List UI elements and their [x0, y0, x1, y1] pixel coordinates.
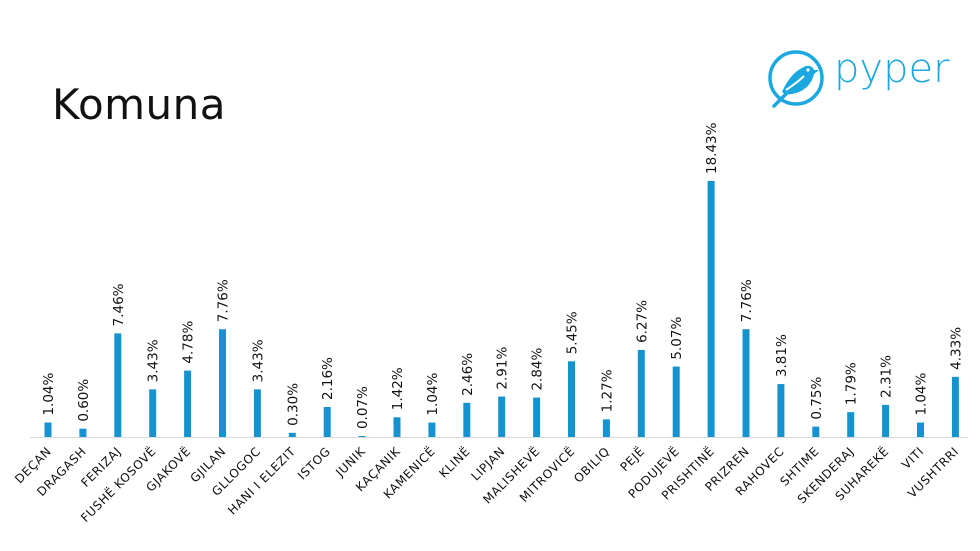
bird-icon	[768, 50, 824, 108]
bar-7	[288, 432, 296, 437]
bar-8	[323, 406, 331, 437]
bar-9	[358, 436, 366, 437]
bar-11	[428, 422, 436, 437]
data-label-6: 3.43%	[250, 339, 266, 382]
bar-2	[114, 333, 122, 437]
data-label-24: 2.31%	[879, 355, 895, 398]
data-label-26: 4.33%	[948, 327, 964, 370]
data-label-22: 0.75%	[809, 377, 825, 420]
category-label-8: ISTOG	[295, 444, 333, 482]
data-label-14: 2.84%	[530, 347, 546, 390]
bar-13	[498, 396, 506, 437]
data-label-23: 1.79%	[844, 362, 860, 405]
bar-26	[951, 376, 959, 437]
logo-text: pyper	[834, 46, 950, 92]
data-label-9: 0.07%	[355, 386, 371, 429]
data-label-20: 7.76%	[739, 279, 755, 322]
bar-6	[253, 389, 261, 437]
bar-15	[568, 361, 575, 437]
bar-23	[847, 412, 855, 437]
bar-12	[463, 402, 471, 437]
bar-16	[602, 419, 610, 437]
data-label-15: 5.45%	[565, 311, 581, 354]
bar-19	[707, 181, 715, 437]
category-label-25: VITI	[899, 444, 927, 472]
data-label-12: 2.46%	[460, 353, 476, 396]
data-label-1: 0.60%	[76, 379, 92, 422]
pyper-logo: pyper	[766, 46, 956, 116]
data-label-19: 18.43%	[704, 122, 720, 174]
data-label-8: 2.16%	[320, 357, 336, 400]
bar-20	[742, 329, 750, 437]
bar-18	[672, 366, 680, 437]
chart-title: Komuna	[52, 80, 227, 129]
bar-10	[393, 417, 401, 437]
data-label-10: 1.42%	[390, 367, 406, 410]
category-label-16: OBILIQ	[571, 444, 612, 485]
data-label-5: 7.76%	[216, 279, 232, 322]
bar-0	[44, 422, 52, 437]
bar-5	[219, 329, 226, 437]
category-label-12: KLINË	[436, 444, 473, 481]
data-label-21: 3.81%	[774, 334, 790, 377]
data-label-0: 1.04%	[41, 372, 57, 415]
bar-14	[533, 397, 541, 437]
category-label-17: PEJË	[617, 444, 648, 475]
data-label-16: 1.27%	[599, 369, 615, 412]
data-label-2: 7.46%	[111, 283, 127, 326]
bar-17	[637, 349, 645, 437]
bar-4	[184, 370, 192, 437]
data-label-25: 1.04%	[914, 372, 930, 415]
data-label-18: 5.07%	[669, 317, 685, 360]
bar-21	[777, 384, 785, 437]
data-label-3: 3.43%	[146, 339, 162, 382]
bar-22	[812, 426, 820, 437]
data-label-13: 2.91%	[495, 347, 511, 390]
bar-1	[79, 428, 87, 437]
bar-3	[149, 389, 157, 437]
data-label-11: 1.04%	[425, 372, 441, 415]
bar-24	[882, 404, 890, 437]
data-label-17: 6.27%	[634, 300, 650, 343]
bar-25	[917, 422, 924, 437]
data-label-4: 4.78%	[181, 321, 197, 364]
data-label-7: 0.30%	[285, 383, 301, 426]
